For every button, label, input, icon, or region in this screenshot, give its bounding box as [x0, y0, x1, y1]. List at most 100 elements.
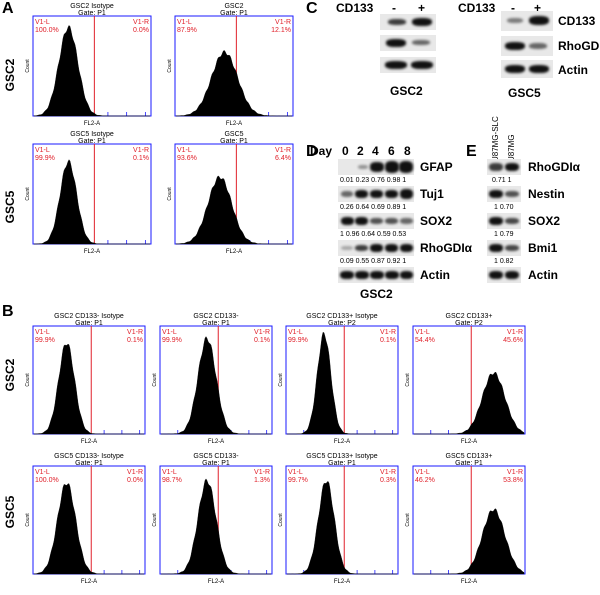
- histogram-title: GSC2 CD133-: [193, 313, 239, 320]
- quant-tuj1: 0.26 0.64 0.69 0.89 1: [340, 204, 407, 211]
- quant-gfap: 0.01 0.23 0.76 0.98 1: [340, 177, 407, 184]
- gate-right-percent: 0.1%: [127, 337, 143, 344]
- histogram-frame: [285, 465, 399, 575]
- histogram-frame: [285, 325, 399, 435]
- histogram-y-label: Count: [152, 373, 158, 387]
- quant-e-sox2: 1 0.79: [494, 231, 514, 238]
- gate-left-label: V1-L: [35, 147, 50, 154]
- histogram-gate: Gate: P1: [328, 460, 356, 467]
- blot-e-sox2: [487, 213, 521, 229]
- gate-right-percent: 45.6%: [503, 337, 523, 344]
- gate-right-percent: 0.0%: [133, 27, 149, 34]
- histogram-y-label: Count: [167, 187, 173, 201]
- histogram-b3: [412, 325, 526, 435]
- blot-d-label-sox2: SOX2: [420, 214, 453, 228]
- histogram-peak: [414, 508, 525, 575]
- blot-d-cell-name: GSC2: [360, 287, 393, 301]
- histogram-x-label: FL2-A: [81, 579, 97, 585]
- histogram-peak: [33, 483, 144, 575]
- histogram-gate: Gate: P1: [78, 10, 106, 17]
- histogram-peak: [34, 159, 150, 245]
- plus-sign-gsc2: +: [418, 1, 426, 15]
- blot-e-label-nestin: Nestin: [528, 187, 565, 201]
- blot-c-gsc2-rhogdi: [380, 35, 436, 51]
- histogram-peak: [287, 480, 397, 575]
- histogram-gate: Gate: P1: [220, 138, 248, 145]
- blot-e-bmi1: [487, 240, 521, 256]
- histogram-gate: Gate: P1: [75, 460, 103, 467]
- gate-right-percent: 0.1%: [380, 337, 396, 344]
- histogram-title: GSC5 CD133+ Isotype: [306, 453, 378, 460]
- histogram-frame: [32, 143, 152, 245]
- histogram-x-label: FL2-A: [84, 121, 100, 127]
- histogram-peak: [33, 25, 150, 117]
- panel-letter-b: B: [2, 303, 14, 320]
- day-2: 2: [357, 144, 364, 158]
- blot-d-label-rhogdi: RhoGDIα: [420, 241, 473, 255]
- gate-right-label: V1-R: [127, 469, 143, 476]
- blot-c-gsc5-rhogdi: [501, 36, 553, 56]
- gate-left-label: V1-L: [177, 147, 192, 154]
- histogram-peak: [414, 371, 525, 435]
- day-label: Day: [310, 144, 333, 158]
- blot-d-sox2: [338, 213, 414, 229]
- blot-e-rhogdi: [487, 159, 521, 175]
- histogram-peak: [175, 175, 292, 245]
- histogram-y-label: Count: [405, 513, 411, 527]
- histogram-gate: Gate: P1: [75, 320, 103, 327]
- histogram-peak: [161, 336, 271, 435]
- blot-c-gsc2-name: GSC2: [390, 84, 423, 98]
- blot-c-gsc2-actin: [380, 57, 436, 73]
- minus-sign-gsc2: -: [392, 1, 396, 15]
- histogram-title: GSC5 Isotype: [70, 131, 114, 138]
- gate-left-percent: 99.9%: [162, 337, 182, 344]
- gate-left-label: V1-L: [162, 469, 177, 476]
- gate-right-percent: 0.1%: [133, 155, 149, 162]
- histogram-peak: [33, 343, 144, 435]
- blot-c-label-cd133: CD133: [558, 14, 596, 28]
- gate-left-percent: 99.9%: [35, 155, 55, 162]
- gate-left-label: V1-L: [415, 329, 430, 336]
- quant-e-nestin: 1 0.70: [494, 204, 514, 211]
- blot-d-label-actin: Actin: [420, 268, 450, 282]
- gate-left-label: V1-L: [415, 469, 430, 476]
- gate-left-percent: 93.6%: [177, 155, 197, 162]
- histogram-gate: Gate: P2: [455, 320, 483, 327]
- histogram-x-label: FL2-A: [334, 439, 350, 445]
- gate-right-percent: 53.8%: [503, 477, 523, 484]
- panel-letter-d: D: [306, 143, 318, 160]
- histogram-x-label: FL2-A: [208, 579, 224, 585]
- gate-right-percent: 12.1%: [271, 27, 291, 34]
- quant-e-rhogdi: 0.71 1: [492, 177, 512, 184]
- gate-left-label: V1-L: [288, 469, 303, 476]
- histogram-x-label: FL2-A: [84, 249, 100, 255]
- blot-c-label-rhogdi: RhoGDIα: [558, 39, 600, 53]
- histogram-b1: [159, 325, 273, 435]
- histogram-y-label: Count: [152, 513, 158, 527]
- histogram-gate: Gate: P1: [220, 10, 248, 17]
- histogram-title: GSC2: [224, 3, 243, 10]
- blot-e-nestin: [487, 186, 521, 202]
- histogram-b2: [285, 325, 399, 435]
- day-8: 8: [404, 144, 411, 158]
- gate-left-percent: 99.9%: [288, 337, 308, 344]
- blot-d-gfap: [338, 159, 414, 175]
- histogram-y-label: Count: [25, 59, 31, 73]
- day-4: 4: [372, 144, 379, 158]
- gate-left-percent: 46.2%: [415, 477, 435, 484]
- day-6: 6: [388, 144, 395, 158]
- gate-left-label: V1-L: [35, 329, 50, 336]
- histogram-b6: [285, 465, 399, 575]
- gate-left-percent: 100.0%: [35, 477, 59, 484]
- histogram-a0: [32, 15, 152, 117]
- histogram-x-label: FL2-A: [81, 439, 97, 445]
- gate-left-percent: 100.0%: [35, 27, 59, 34]
- gate-left-label: V1-L: [162, 329, 177, 336]
- day-0: 0: [342, 144, 349, 158]
- histogram-x-label: FL2-A: [461, 439, 477, 445]
- panel-letter-c: C: [306, 0, 318, 17]
- blot-d-rhogdi: [338, 240, 414, 256]
- histogram-gate: Gate: P2: [328, 320, 356, 327]
- histogram-title: GSC5: [224, 131, 243, 138]
- histogram-b0: [32, 325, 146, 435]
